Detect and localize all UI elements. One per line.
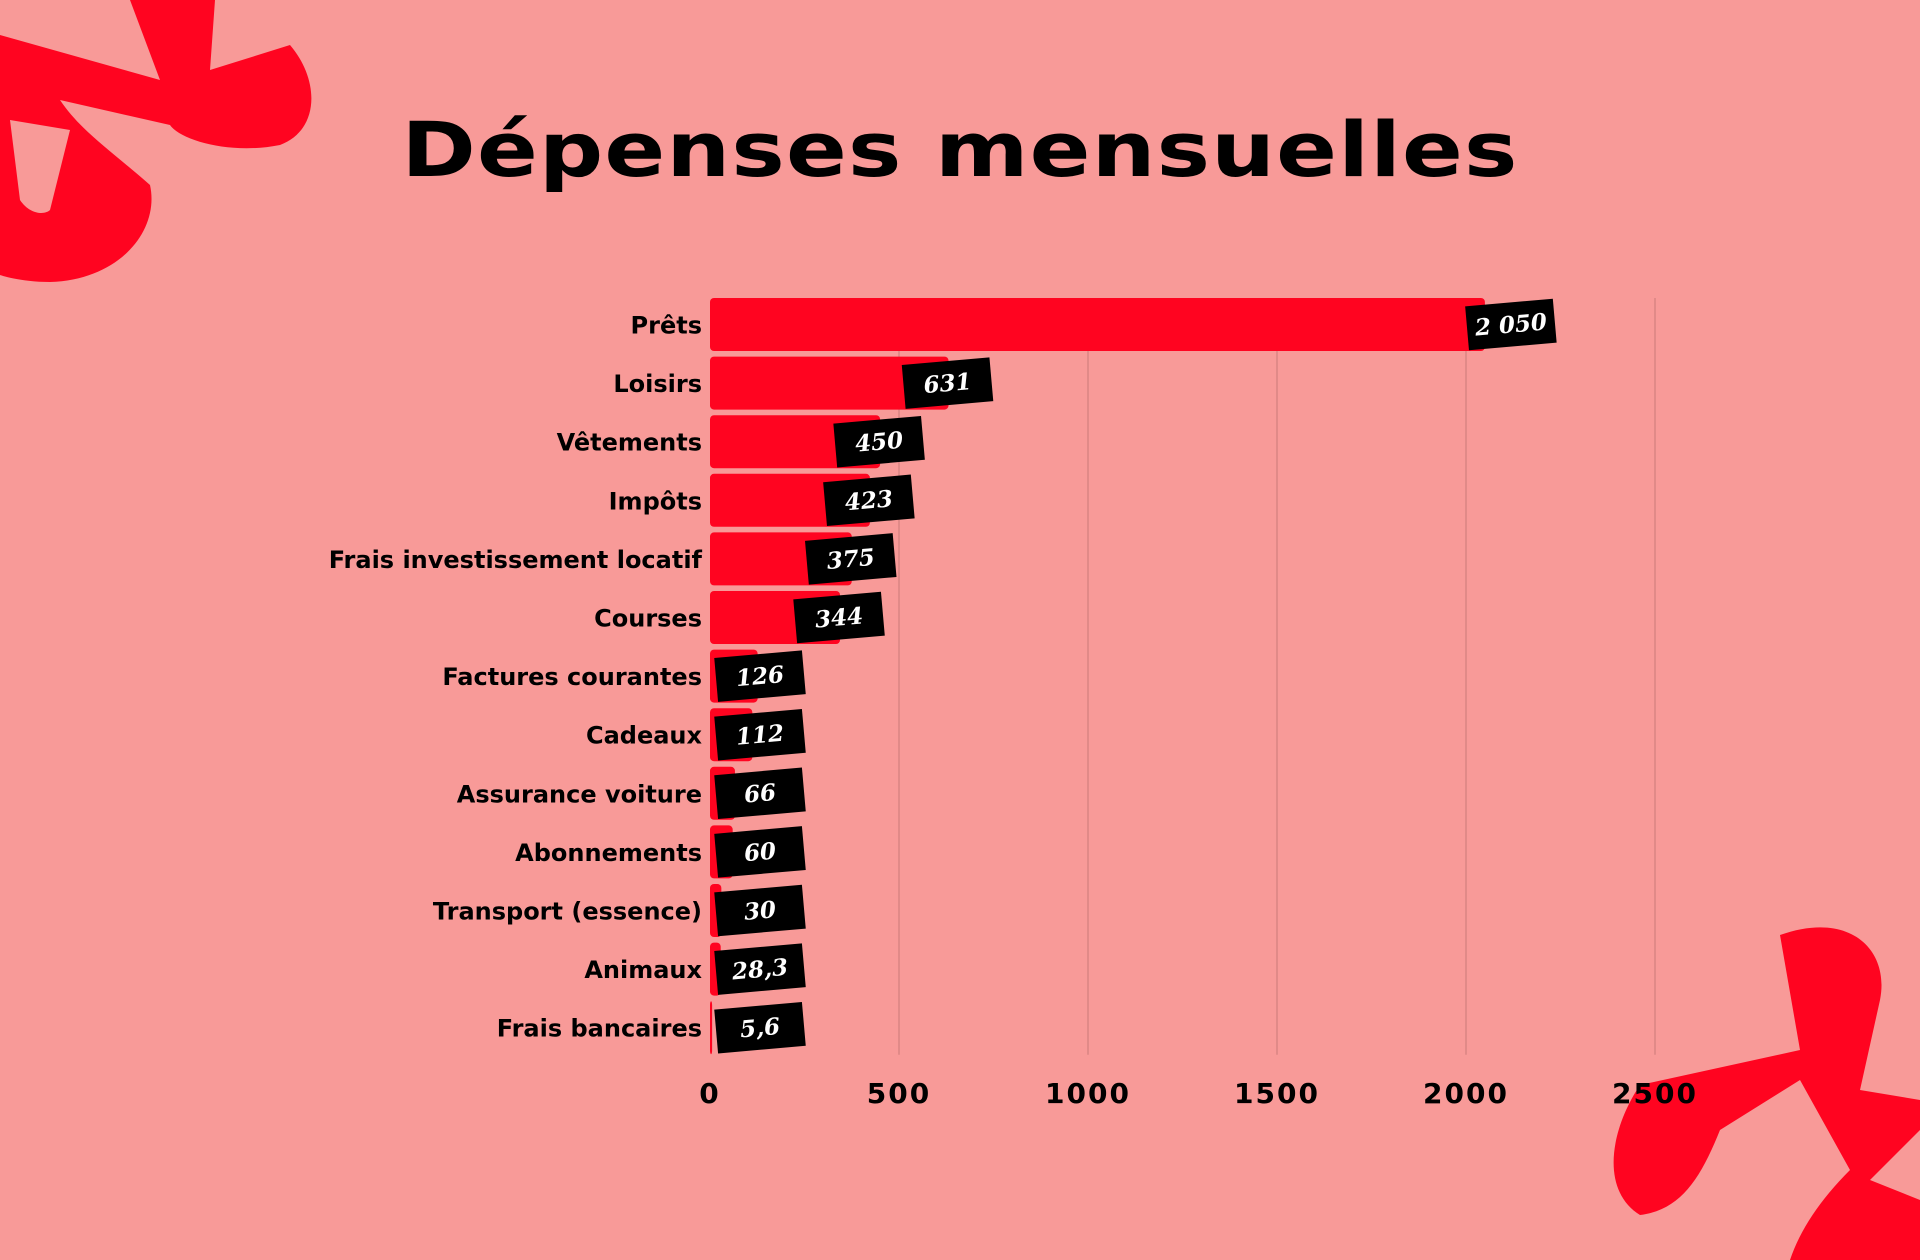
category-label: Cadeaux [586, 722, 703, 750]
data-label-box [714, 826, 806, 878]
bar [710, 1001, 713, 1055]
data-label-text: 112 [735, 720, 785, 751]
data-label-text: 375 [826, 544, 876, 575]
category-label: Frais bancaires [497, 1015, 702, 1043]
data-label: 66 [714, 767, 806, 820]
data-label-text: 2 050 [1473, 308, 1548, 341]
data-label: 126 [714, 650, 806, 702]
data-label: 344 [793, 591, 885, 644]
x-tick-label: 0 [699, 1077, 720, 1110]
x-tick-label: 1000 [1045, 1077, 1131, 1110]
data-label-box [714, 708, 806, 761]
data-label: 30 [714, 884, 806, 937]
bar [710, 298, 1485, 351]
data-label: 2 050 [1465, 298, 1557, 351]
data-label-box [714, 650, 806, 702]
data-label: 375 [805, 533, 897, 585]
data-label-box [714, 943, 806, 995]
data-label-box [714, 1001, 806, 1054]
data-label-box [1465, 298, 1557, 351]
decoration-bottom-right [1613, 927, 1920, 1260]
data-label-text: 60 [743, 838, 777, 868]
data-label: 5,6 [714, 1001, 806, 1054]
x-tick-label: 2000 [1423, 1077, 1509, 1110]
data-label-text: 344 [814, 602, 864, 633]
category-label: Frais investissement locatif [329, 546, 703, 574]
data-label-box [805, 533, 897, 585]
x-tick-label: 2500 [1612, 1077, 1698, 1110]
data-label-text: 28,3 [730, 954, 789, 986]
category-label: Transport (essence) [433, 898, 702, 926]
category-label: Loisirs [613, 370, 702, 398]
data-label-box [901, 357, 994, 409]
data-label-text: 5,6 [739, 1013, 781, 1043]
data-label-text: 450 [854, 427, 904, 458]
x-tick-label: 500 [867, 1077, 931, 1110]
data-label-box [823, 474, 915, 527]
data-label-text: 126 [735, 661, 785, 692]
category-label: Courses [594, 605, 702, 633]
decoration-top-left [0, 0, 312, 282]
category-label: Factures courantes [442, 663, 702, 691]
category-label: Abonnements [515, 839, 702, 867]
data-label-box [714, 767, 806, 820]
category-label: Animaux [584, 956, 702, 984]
category-label: Impôts [609, 487, 702, 515]
data-label: 60 [714, 826, 806, 878]
chart-title: Dépenses mensuelles [401, 105, 1519, 194]
data-label: 423 [823, 474, 915, 527]
category-label: Prêts [631, 312, 702, 340]
data-label-text: 66 [743, 779, 777, 809]
data-label: 112 [714, 708, 806, 761]
data-label-box [714, 884, 806, 937]
data-label-box [833, 415, 925, 468]
data-label: 450 [833, 415, 925, 468]
data-label: 28,3 [714, 943, 806, 995]
data-label: 631 [901, 357, 994, 409]
x-tick-label: 1500 [1234, 1077, 1320, 1110]
data-label-box [793, 591, 885, 644]
data-label-text: 631 [922, 368, 972, 399]
category-label: Assurance voiture [457, 780, 702, 808]
data-label-text: 30 [743, 896, 777, 926]
bar [710, 356, 949, 410]
data-label-text: 423 [844, 485, 894, 516]
category-label: Vêtements [557, 429, 702, 457]
